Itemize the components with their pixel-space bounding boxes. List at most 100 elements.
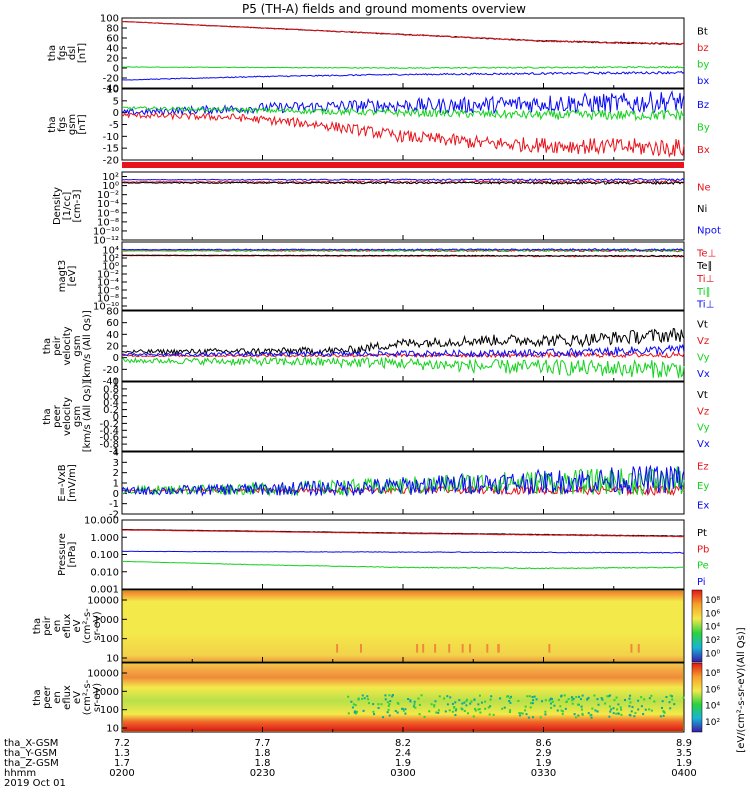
y-tick-label: 60 xyxy=(106,318,119,329)
spectrogram-pixel xyxy=(360,644,363,653)
spectrogram-pixel xyxy=(561,713,564,716)
spectrogram-pixel xyxy=(454,709,457,712)
spectrogram-pixel xyxy=(451,702,454,705)
panel-frame xyxy=(121,451,685,515)
spectrogram-pixel xyxy=(556,709,559,712)
y-tick-label: 10000 xyxy=(87,669,119,680)
spectrogram-pixel xyxy=(637,699,640,702)
axis-row-value: 8.6 xyxy=(536,738,552,749)
spectrogram-pixel xyxy=(532,699,535,702)
spectrogram-pixel xyxy=(607,695,610,698)
spectrogram-pixel xyxy=(550,706,553,709)
colorbar-tick-label: 10⁰ xyxy=(705,649,720,659)
spectrogram-pixel xyxy=(487,706,490,709)
y-tick-label: -0.8 xyxy=(99,440,119,451)
spectrogram-pixel xyxy=(508,700,511,703)
legend-label: Bx xyxy=(697,145,710,156)
spectrogram-pixel xyxy=(506,695,509,698)
y-axis-label: peer xyxy=(52,404,63,428)
spectrogram-pixel xyxy=(640,696,643,699)
panel-pressure: Pressure [nPa] 10.000 1.000 0.100 0.010 0.001 P… xyxy=(57,516,709,596)
spectrogram-pixel xyxy=(609,710,612,713)
spectrogram-pixel xyxy=(497,644,500,653)
spectrogram-pixel xyxy=(613,699,616,702)
spectrogram-pixel xyxy=(458,699,461,702)
spectrogram-pixel xyxy=(668,701,671,704)
y-tick-label: -40 xyxy=(103,377,119,388)
axis-row-value: 7.2 xyxy=(114,738,130,749)
spectrogram-pixel xyxy=(637,644,640,653)
y-tick-label: 40 xyxy=(106,44,119,55)
legend-label: Pt xyxy=(697,528,707,539)
spectrogram-pixel xyxy=(517,699,520,702)
panel-frame xyxy=(121,241,685,311)
y-tick-label: 10⁻¹⁰ xyxy=(93,226,119,237)
spectrogram-pixel xyxy=(662,714,665,717)
spectrogram-pixel xyxy=(451,710,454,713)
legend-label: Bt xyxy=(697,26,708,37)
spectrogram-pixel xyxy=(361,697,364,700)
spectrogram-pixel xyxy=(437,709,440,712)
series-Pb xyxy=(121,529,685,538)
y-axis-label: [nPa] xyxy=(67,541,78,567)
spectrogram-pixel xyxy=(589,714,592,717)
legend-label: Te∥ xyxy=(696,261,713,272)
spectrogram-pixel xyxy=(524,705,527,708)
axis-row-label: tha_Z-GSM xyxy=(4,758,59,769)
legend-label: Ey xyxy=(697,481,709,492)
colorbar-tick-label: 10² xyxy=(705,718,720,728)
spectrogram-pixel xyxy=(474,707,477,710)
spectrogram-pixel xyxy=(372,710,375,713)
y-tick-label: 10⁻⁶ xyxy=(97,286,119,297)
y-tick-label: 0 xyxy=(113,108,119,119)
x-axis-annotation: tha_X-GSM 7.2 7.7 8.2 8.6 8.9 tha_Y-GSM 1.3 1.8 2… xyxy=(4,738,697,789)
legend-label: Ex xyxy=(697,500,709,511)
spectrogram-pixel xyxy=(478,694,481,697)
colorbar-tick-label: 10⁴ xyxy=(705,623,720,633)
series-Npot xyxy=(122,177,685,182)
spectrogram-pixel xyxy=(367,698,370,701)
spectrogram-pixel xyxy=(520,712,523,715)
spectrogram-pixel xyxy=(387,708,390,711)
spectrogram-pixel xyxy=(418,713,421,716)
y-tick-label: 5 xyxy=(113,96,119,107)
panel-frame xyxy=(121,310,685,382)
spectrogram-pixel xyxy=(350,700,353,703)
spectrogram-pixel xyxy=(571,699,574,702)
spectrogram-pixel xyxy=(662,710,665,713)
spectrogram-pixel xyxy=(637,708,640,711)
spectrogram-pixel xyxy=(634,711,637,714)
series-By xyxy=(121,106,685,122)
y-tick-label: -5 xyxy=(109,120,119,131)
spectrogram-pixel xyxy=(631,706,634,709)
spectrogram-pixel xyxy=(531,716,534,719)
spectrogram-pixel xyxy=(553,704,556,707)
series-by xyxy=(121,65,685,70)
y-tick-label: 40 xyxy=(106,330,119,341)
legend-label: Pi xyxy=(697,577,706,588)
spectrogram-pixel xyxy=(661,700,664,703)
y-tick-label: 4 xyxy=(113,448,119,459)
spectrogram-pixel xyxy=(391,695,394,698)
y-axis-label: gsm xyxy=(72,335,83,356)
spectrogram-pixel xyxy=(509,709,512,712)
y-tick-label: 1000 xyxy=(94,687,119,698)
y-axis-label: tha xyxy=(47,116,58,132)
spectrogram-pixel xyxy=(617,703,620,706)
spectrogram-pixel xyxy=(417,697,420,700)
y-axis-label: eV xyxy=(72,619,83,632)
panel-peir_velocity: tha peir velocity gsm [km/s (All Qs)] 8060402… xyxy=(42,307,710,388)
spectrogram-pixel xyxy=(438,695,441,698)
spectrogram-pixel xyxy=(362,709,365,712)
spectrogram-pixel xyxy=(357,697,360,700)
spectrogram-pixel xyxy=(397,702,400,705)
panel-frame xyxy=(121,381,685,452)
y-tick-label: 3 xyxy=(113,458,119,469)
spectrogram-pixel xyxy=(479,711,482,714)
series-Ex xyxy=(121,464,685,497)
axis-row-value: 3.5 xyxy=(676,748,692,759)
spectrogram-pixel xyxy=(529,702,532,705)
